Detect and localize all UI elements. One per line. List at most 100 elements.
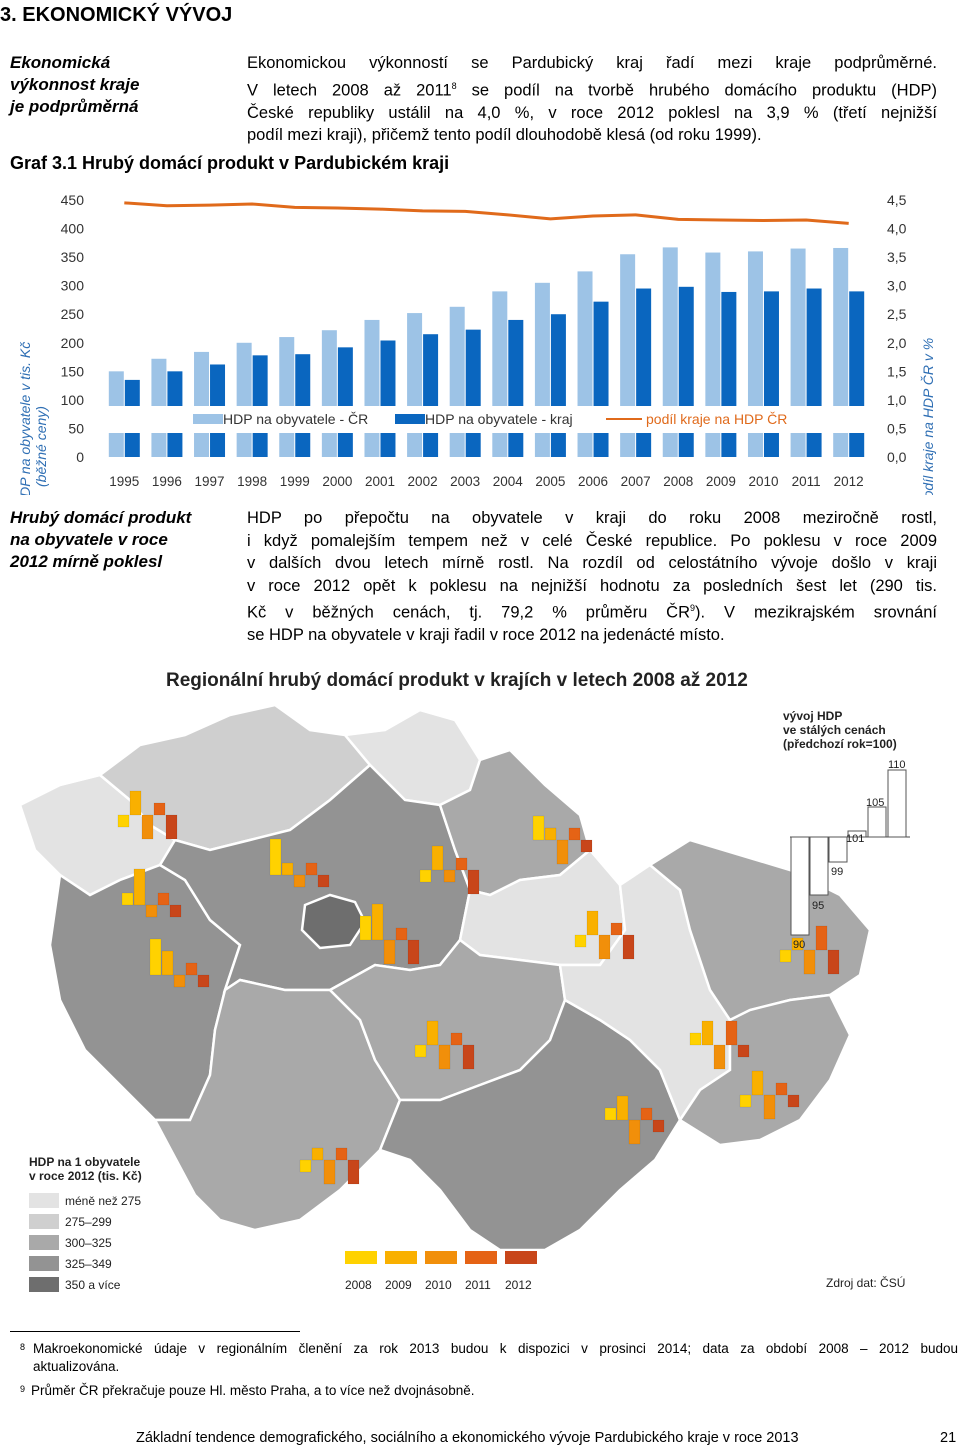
x-tick-label: 1995: [109, 474, 139, 489]
bar-kraj: [593, 301, 609, 406]
growth-bar: [197, 974, 210, 988]
growth-bar: [395, 927, 408, 941]
bar-cr: [747, 433, 763, 457]
growth-bar: [725, 1020, 738, 1046]
x-tick-label: 1999: [280, 474, 310, 489]
year-legend: 2008 2009 2010 2011 2012: [345, 1251, 537, 1292]
x-axis: 1995 1996 1997 1998 1999 2000 2001 2002 2003 2004…: [109, 474, 863, 489]
growth-bar: [455, 857, 468, 871]
class-label: méně než 275: [65, 1194, 141, 1208]
growth-bar: [713, 1044, 726, 1070]
scale-bar: [828, 836, 848, 863]
scale-bar: [790, 836, 810, 936]
bar-kraj: [380, 340, 396, 406]
y2-axis-title: podíl kraje na HDP ČR v %: [920, 338, 936, 495]
y2-tick-label: 2,5: [887, 306, 907, 322]
growth-bar: [604, 1107, 617, 1121]
year-label: 2010: [425, 1278, 452, 1292]
bar-kraj: [636, 288, 652, 406]
bar-kraj: [678, 433, 694, 457]
growth-bar: [467, 869, 480, 895]
footnote-number: 9: [20, 1384, 26, 1394]
growth-bar: [652, 1119, 665, 1133]
bar-kraj: [550, 314, 566, 406]
growth-bar: [640, 1107, 653, 1121]
growth-bar: [149, 938, 162, 976]
bar-kraj: [295, 354, 311, 406]
bar-cr: [534, 282, 550, 406]
class-label: 325–349: [65, 1257, 112, 1271]
legend-label: HDP na obyvatele - ČR: [223, 411, 368, 427]
growth-bar: [299, 1159, 312, 1173]
year-swatch: [385, 1251, 417, 1264]
class-legend: HDP na 1 obyvatele v roce 2012 (tis. Kč)…: [29, 1155, 142, 1292]
footnote-divider: [10, 1331, 300, 1332]
paragraph-line: i když pomalejším tempem než v celé Česk…: [247, 531, 937, 550]
growth-bar: [443, 869, 456, 883]
y-tick-label: 0: [76, 449, 84, 465]
bar-cr: [236, 342, 252, 406]
legend-swatch: [395, 414, 425, 424]
bar-cr: [747, 251, 763, 406]
growth-bar: [153, 802, 166, 816]
paragraph-line: se HDP na obyvatele v kraji řadil v roce…: [247, 626, 725, 644]
scale-label: 95: [812, 900, 824, 912]
x-tick-label: 2012: [834, 474, 864, 489]
bar-cr: [492, 291, 508, 406]
margin-note-line: je podprůměrná: [10, 97, 139, 116]
margin-note-line: 2012 mírně poklesl: [10, 552, 163, 571]
growth-bar: [580, 839, 593, 853]
growth-bar: [419, 869, 432, 883]
footnote-9: 9 Průměr ČR překračuje pouze Hl. město P…: [10, 1382, 474, 1400]
regional-gdp-map: vývoj HDP ve stálých cenách (předchozí r…: [18, 703, 910, 1292]
bar-kraj: [167, 371, 183, 406]
growth-bar: [383, 939, 396, 965]
y2-tick-label: 4,5: [887, 192, 907, 208]
bar-cr: [194, 351, 210, 406]
margin-note-line: Ekonomická: [10, 53, 111, 72]
growth-bar: [426, 1020, 439, 1046]
x-tick-label: 2009: [706, 474, 736, 489]
bar-cr: [620, 433, 636, 457]
margin-note-gdp-decline: Hrubý domácí produkt na obyvatele v roce…: [10, 507, 191, 573]
class-swatch: [29, 1235, 59, 1250]
class-swatch: [29, 1277, 59, 1292]
year-swatch: [465, 1251, 497, 1264]
map-growth-bars: [117, 790, 840, 1185]
x-tick-label: 2002: [408, 474, 438, 489]
scale-label: 110: [888, 759, 906, 771]
bar-kraj: [252, 433, 268, 457]
y-tick-label: 450: [61, 192, 85, 208]
bar-kraj: [337, 433, 353, 457]
growth-bar: [791, 937, 804, 951]
paragraph-line: V letech 2008 až 20118 se podíl na tvorb…: [247, 75, 937, 102]
growth-bar: [568, 827, 581, 841]
x-tick-label: 2006: [578, 474, 608, 489]
growth-bar: [737, 1044, 750, 1058]
bar-kraj: [806, 433, 822, 457]
text-run: Kč v běžných cenách, tj. 79,2 % průměru …: [247, 603, 690, 622]
growth-bar: [450, 1032, 463, 1046]
x-tick-label: 2005: [535, 474, 565, 489]
y-tick-label: 350: [61, 249, 85, 265]
growth-bar: [556, 839, 569, 865]
growth-bar: [739, 1094, 752, 1108]
region-zlinsky: [678, 993, 852, 1147]
legend-label: HDP na obyvatele - kraj: [425, 411, 573, 427]
x-tick-label: 2001: [365, 474, 395, 489]
y2-tick-label: 2,0: [887, 335, 907, 351]
x-tick-label: 1998: [237, 474, 267, 489]
bar-cr: [279, 433, 295, 457]
section-title: 3. EKONOMICKÝ VÝVOJ: [0, 4, 233, 26]
x-tick-label: 2004: [493, 474, 524, 489]
growth-bar: [293, 874, 306, 888]
y-tick-label: 400: [61, 221, 85, 237]
bar-cr: [108, 433, 124, 457]
y-tick-label: 200: [61, 335, 85, 351]
text-run: se podíl na tvorbě hrubého domácího prod…: [456, 81, 937, 99]
text-run: ). V mezikrajském srovnání: [695, 603, 937, 622]
class-label: 275–299: [65, 1215, 112, 1229]
growth-bar: [610, 922, 623, 936]
bar-cr: [705, 433, 721, 457]
scale-bar: [847, 830, 867, 838]
